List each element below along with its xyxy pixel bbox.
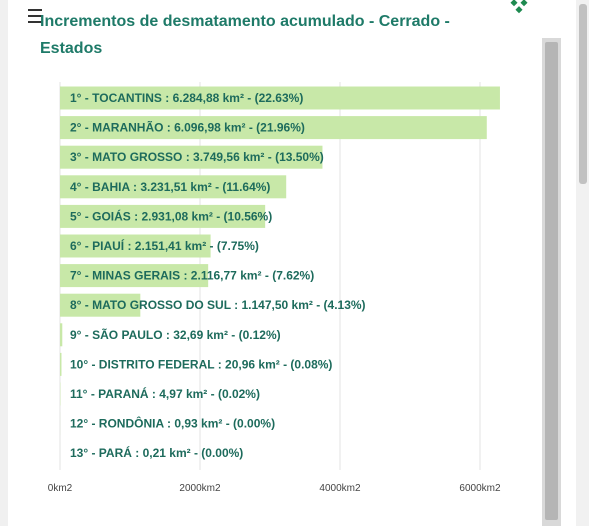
bar-label: 10° - DISTRITO FEDERAL : 20,96 km² - (0.… [70, 357, 332, 371]
bar-label: 4° - BAHIA : 3.231,51 km² - (11.64%) [70, 180, 270, 194]
x-tick-label: 4000km2 [319, 483, 361, 494]
bar [60, 293, 141, 317]
x-tick-label: 0km2 [48, 483, 73, 494]
bar-label: 2° - MARANHÃO : 6.096,98 km² - (21.96%) [70, 120, 305, 135]
bar-label: 3° - MATO GROSSO : 3.749,56 km² - (13.50… [70, 150, 324, 164]
menu-icon[interactable] [28, 9, 42, 23]
bar [60, 234, 211, 258]
bar [60, 116, 487, 140]
bar-label: 5° - GOIÁS : 2.931,08 km² - (10.56%) [70, 208, 272, 223]
bar [60, 145, 323, 169]
bar-label: 8° - MATO GROSSO DO SUL : 1.147,50 km² -… [70, 298, 366, 312]
bar-label: 11° - PARANÁ : 4,97 km² - (0.02%) [70, 386, 260, 401]
left-edge [0, 0, 8, 526]
x-tick-label: 2000km2 [179, 483, 221, 494]
bar-label: 7° - MINAS GERAIS : 2.116,77 km² - (7.62… [70, 269, 314, 283]
page-scrollbar-thumb[interactable] [579, 4, 587, 184]
bar-label: 12° - RONDÔNIA : 0,93 km² - (0.00%) [70, 416, 275, 431]
bar-label: 9° - SÃO PAULO : 32,69 km² - (0.12%) [70, 327, 281, 342]
bar [60, 352, 62, 376]
bar [60, 204, 266, 228]
bar [60, 86, 500, 110]
scrollbar-thumb[interactable] [545, 42, 558, 520]
bar-label: 1° - TOCANTINS : 6.284,88 km² - (22.63%) [70, 91, 303, 105]
bar [60, 323, 63, 347]
logo-icon [510, 0, 528, 14]
bar-label: 13° - PARÁ : 0,21 km² - (0.00%) [70, 445, 243, 460]
bar [60, 175, 287, 199]
bar-label: 6° - PIAUÍ : 2.151,41 km² - (7.75%) [70, 238, 259, 253]
bar [60, 264, 209, 288]
x-tick-label: 6000km2 [459, 483, 501, 494]
chart-title: Incrementos de desmatamento acumulado - … [40, 13, 450, 57]
